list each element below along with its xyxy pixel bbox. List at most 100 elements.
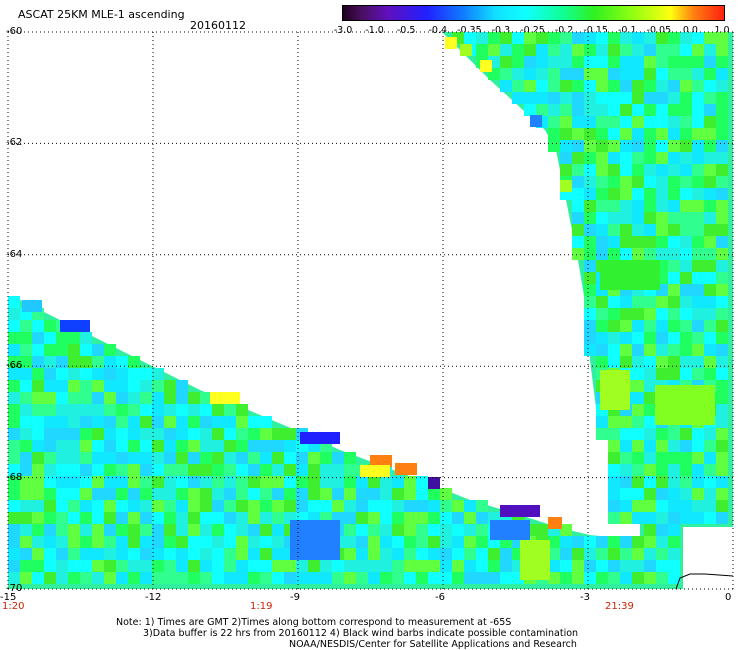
latitude-label: -68 <box>6 471 23 483</box>
wind-cell <box>692 284 704 296</box>
wind-cell <box>224 440 236 452</box>
wind-cell <box>704 500 716 512</box>
wind-cell <box>356 548 368 560</box>
wind-cell <box>656 104 668 116</box>
wind-cell <box>668 548 680 560</box>
wind-cell <box>632 212 644 224</box>
wind-cell <box>596 128 608 140</box>
wind-cell <box>164 404 176 416</box>
wind-cell <box>20 404 32 416</box>
wind-cell <box>680 368 692 380</box>
wind-cell <box>704 296 716 308</box>
wind-cell <box>404 536 416 548</box>
wind-cell <box>644 356 656 368</box>
wind-patch <box>360 465 390 477</box>
wind-cell <box>428 500 440 512</box>
wind-cell <box>260 572 272 584</box>
wind-cell <box>56 416 68 428</box>
wind-cell <box>716 344 728 356</box>
wind-cell <box>716 80 728 92</box>
wind-cell <box>716 128 728 140</box>
wind-cell <box>632 488 644 500</box>
wind-cell <box>272 548 284 560</box>
wind-cell <box>692 440 704 452</box>
wind-cell <box>152 380 164 392</box>
wind-cell <box>620 248 632 260</box>
wind-cell <box>704 284 716 296</box>
wind-cell <box>500 560 512 572</box>
wind-cell <box>596 296 608 308</box>
wind-cell <box>44 380 56 392</box>
wind-cell <box>104 500 116 512</box>
wind-cell <box>596 212 608 224</box>
wind-cell <box>716 104 728 116</box>
wind-cell <box>56 548 68 560</box>
wind-cell <box>488 548 500 560</box>
wind-cell <box>104 416 116 428</box>
wind-cell <box>380 500 392 512</box>
wind-cell <box>632 224 644 236</box>
wind-cell <box>56 488 68 500</box>
wind-cell <box>560 44 572 56</box>
wind-cell <box>608 476 620 488</box>
wind-cell <box>716 236 728 248</box>
wind-cell <box>20 332 32 344</box>
wind-cell <box>8 524 20 536</box>
wind-cell <box>692 488 704 500</box>
wind-cell <box>296 572 308 584</box>
wind-cell <box>560 128 572 140</box>
wind-cell <box>176 416 188 428</box>
wind-cell <box>56 464 68 476</box>
wind-cell <box>176 500 188 512</box>
wind-cell <box>248 536 260 548</box>
wind-cell <box>560 152 572 164</box>
wind-cell <box>116 404 128 416</box>
wind-cell <box>536 32 548 44</box>
wind-cell <box>224 512 236 524</box>
wind-cell <box>44 476 56 488</box>
wind-cell <box>32 320 44 332</box>
wind-cell <box>272 560 284 572</box>
wind-cell <box>236 476 248 488</box>
wind-cell <box>44 368 56 380</box>
wind-cell <box>92 524 104 536</box>
colorbar-label: -0.15 <box>583 25 608 36</box>
wind-cell <box>656 488 668 500</box>
wind-cell <box>560 104 572 116</box>
wind-cell <box>428 536 440 548</box>
wind-cell <box>500 80 512 92</box>
wind-cell <box>656 92 668 104</box>
wind-cell <box>200 392 212 404</box>
wind-cell <box>692 428 704 440</box>
wind-cell <box>140 464 152 476</box>
wind-cell <box>44 440 56 452</box>
wind-cell <box>680 224 692 236</box>
wind-patch <box>490 520 530 540</box>
wind-cell <box>296 560 308 572</box>
wind-cell <box>56 572 68 584</box>
wind-cell <box>200 524 212 536</box>
wind-cell <box>128 572 140 584</box>
wind-cell <box>680 488 692 500</box>
wind-cell <box>572 200 584 212</box>
wind-cell <box>620 464 632 476</box>
wind-cell <box>152 548 164 560</box>
wind-cell <box>224 500 236 512</box>
wind-cell <box>8 560 20 572</box>
wind-cell <box>608 512 620 524</box>
wind-cell <box>56 560 68 572</box>
wind-cell <box>224 524 236 536</box>
wind-cell <box>716 164 728 176</box>
wind-cell <box>596 116 608 128</box>
wind-cell <box>632 428 644 440</box>
wind-cell <box>680 428 692 440</box>
wind-cell <box>668 164 680 176</box>
wind-cell <box>692 236 704 248</box>
wind-cell <box>200 464 212 476</box>
wind-cell <box>476 500 488 512</box>
wind-cell <box>140 452 152 464</box>
wind-cell <box>620 476 632 488</box>
wind-cell <box>596 140 608 152</box>
wind-cell <box>44 320 56 332</box>
wind-cell <box>44 344 56 356</box>
